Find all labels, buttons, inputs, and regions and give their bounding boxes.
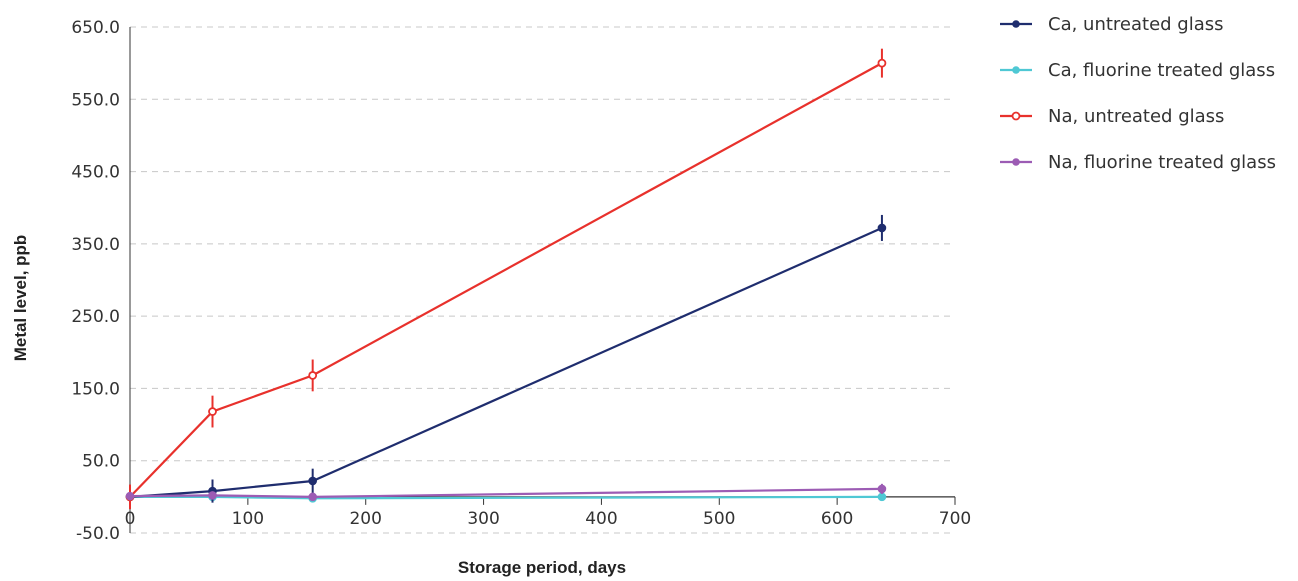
y-tick-label: -50.0 — [76, 524, 120, 544]
series-na-untreated-glass — [125, 48, 887, 510]
x-tick-label: 400 — [585, 509, 617, 529]
y-tick-label: 550.0 — [71, 90, 120, 110]
data-point — [308, 476, 317, 486]
legend-marker — [1012, 20, 1020, 28]
x-tick-label: 500 — [703, 509, 735, 529]
legend-label: Ca, untreated glass — [1048, 14, 1224, 35]
legend: Ca, untreated glass Ca, fluorine treated … — [1000, 14, 1276, 173]
x-tick-label: 300 — [467, 509, 499, 529]
legend-label: Na, untreated glass — [1048, 106, 1224, 127]
data-point — [125, 491, 135, 501]
y-tick-label: 150.0 — [71, 379, 120, 399]
legend-item: Na, fluorine treated glass — [1000, 152, 1276, 173]
axes — [129, 27, 956, 533]
legend-label: Na, fluorine treated glass — [1048, 152, 1276, 173]
data-point — [308, 371, 318, 380]
y-tick-label: 250.0 — [71, 307, 120, 327]
y-tick-label: 50.0 — [82, 452, 120, 472]
data-point — [877, 223, 887, 233]
series-line — [130, 495, 882, 500]
legend-item: Na, untreated glass — [1000, 106, 1224, 127]
series-line — [129, 487, 882, 499]
data-point — [208, 491, 217, 500]
data-point — [877, 58, 887, 68]
y-tick-label: 350.0 — [71, 235, 120, 255]
y-tick-labels: -50.0 50.0 150.0 250.0 350.0 450.0 550.0 650.0 — [71, 18, 120, 544]
legend-label: Ca, fluorine treated glass — [1048, 60, 1275, 81]
x-axis-title: Storage period, days — [458, 558, 626, 577]
data-point — [308, 492, 317, 502]
x-tick-labels: 0 100 200 300 400 500 600 700 — [125, 509, 972, 529]
x-tick-label: 200 — [349, 509, 381, 529]
y-tick-label: 450.0 — [71, 163, 120, 183]
legend-item: Ca, untreated glass — [1000, 14, 1224, 35]
x-tick-label: 600 — [821, 509, 853, 529]
gridlines — [130, 26, 955, 534]
legend-marker — [1012, 66, 1020, 74]
data-point — [877, 492, 887, 502]
x-tick-label: 0 — [125, 509, 136, 529]
data-point — [208, 407, 217, 416]
series-ca-untreated-glass — [125, 214, 887, 503]
x-tick-label: 700 — [939, 509, 971, 529]
y-tick-label: 650.0 — [71, 18, 120, 38]
series-na-fluorine-treated-glass — [125, 483, 887, 502]
data-point — [877, 484, 887, 494]
legend-item: Ca, fluorine treated glass — [1000, 60, 1275, 81]
series-layer — [125, 48, 887, 510]
legend-marker — [1012, 158, 1020, 166]
x-tick-label: 100 — [232, 509, 264, 529]
series-line — [129, 226, 883, 498]
legend-marker — [1011, 111, 1021, 121]
y-axis-title: Metal level, ppb — [11, 235, 30, 362]
series-line — [129, 62, 883, 498]
